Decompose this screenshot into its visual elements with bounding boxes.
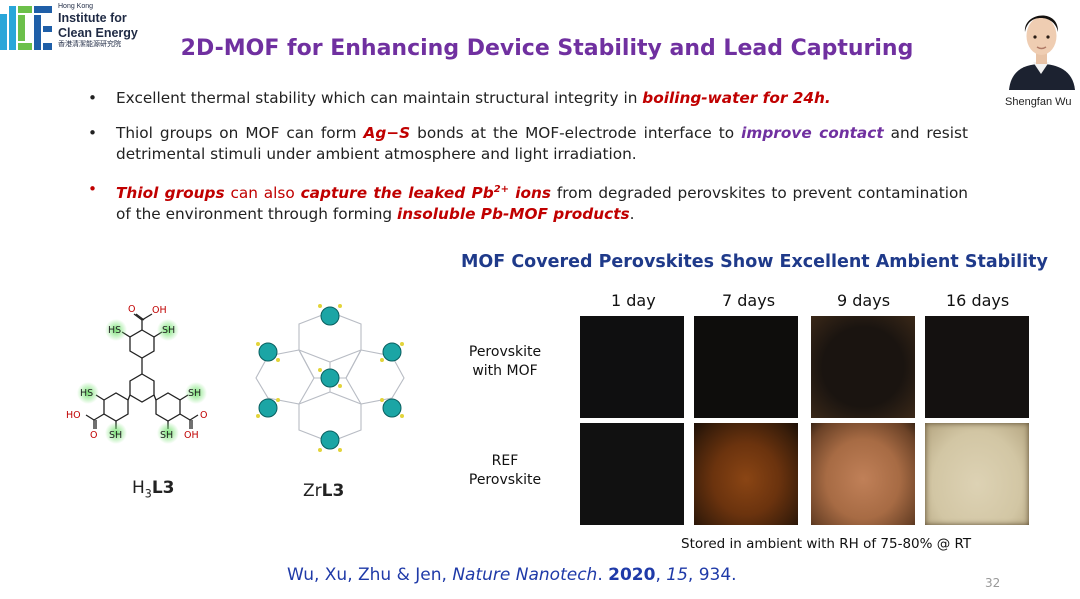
sample-mof-7days — [694, 316, 798, 418]
h3l3-atom-o-left: O — [90, 430, 97, 441]
sample-ref-1day — [580, 423, 684, 525]
row-label-mof-line1: Perovskite — [468, 344, 542, 360]
bullet-dot: • — [88, 89, 98, 107]
citation-pages: , 934. — [687, 565, 737, 585]
bullet-1-highlight: boiling-water for 24h — [642, 89, 825, 107]
row-label-ref-line2: Perovskite — [468, 472, 542, 488]
bullet-3-thiol-groups: Thiol groups — [116, 184, 225, 203]
bullet-3-can-also: can also — [224, 184, 301, 203]
citation-authors: Wu, Xu, Zhu & Jen, — [287, 565, 453, 585]
hkice-logo: Hong Kong Institute for Clean Energy 香港清… — [0, 2, 140, 52]
bullet-1-text: Excellent thermal stability which can ma… — [116, 89, 643, 107]
row-label-mof: Perovskite with MOF — [450, 343, 560, 381]
presenter-portrait — [1003, 0, 1080, 90]
sample-ref-7days — [694, 423, 798, 525]
logo-line-chinese: 香港清潔能源研究院 — [58, 41, 121, 48]
h3l3-atom-oh-right: OH — [184, 430, 199, 441]
citation-year: 2020 — [608, 565, 656, 585]
bullet-2-text-a: Thiol groups on MOF can form — [116, 124, 364, 142]
bullet-dot: • — [88, 180, 98, 198]
slide-title: 2D-MOF for Enhancing Device Stability an… — [0, 36, 1080, 61]
logo-line-clean-energy: Clean Energy — [58, 25, 138, 40]
day-label-7: 7 days — [722, 291, 776, 310]
h3l3-atom-sh-left: SH — [109, 430, 122, 441]
sample-mof-1day — [580, 316, 684, 418]
bullet-3-text: from degraded perovskites to prevent con… — [116, 184, 968, 224]
row-label-mof-line2: with MOF — [472, 363, 538, 379]
bullet-3-period: . — [629, 205, 635, 224]
zrl3-caption: ZrL3 — [303, 481, 344, 501]
zrl3-caption-bold: L3 — [321, 481, 345, 501]
h3l3-caption-bold: L3 — [151, 478, 175, 498]
sample-ref-16days — [925, 423, 1029, 525]
sample-mof-16days — [925, 316, 1029, 418]
storage-condition-note: Stored in ambient with RH of 75-80% @ RT — [681, 536, 972, 552]
bullet-3-ions: ions — [508, 184, 552, 203]
slide-title-text: 2D-MOF for Enhancing Device Stability an… — [180, 36, 914, 61]
bullet-thiol-contact: • Thiol groups on MOF can form Ag−S bond… — [88, 123, 968, 165]
bullet-2-ag-s: Ag−S — [363, 124, 411, 142]
row-label-ref: REF Perovskite — [450, 452, 560, 490]
bullet-3-capture: capture the leaked Pb — [300, 184, 494, 203]
bullet-2-text-c: and resist detrimental stimuli under amb… — [116, 124, 968, 163]
citation-comma: , — [655, 565, 667, 585]
bullet-list: • Excellent thermal stability which can … — [88, 88, 968, 239]
bullet-thermal-stability: • Excellent thermal stability which can … — [88, 88, 968, 109]
sample-ref-9days — [811, 423, 915, 525]
bullet-3-charge: 2+ — [493, 184, 509, 195]
bullet-2-text-b: bonds at the MOF-electrode interface to — [410, 124, 742, 142]
h3l3-caption: H3L3 — [132, 478, 175, 500]
zrl3-caption-zr: Zr — [303, 481, 322, 501]
h3l3-atom-oh-top: OH — [152, 305, 167, 316]
h3l3-atom-sh-right: SH — [188, 388, 201, 399]
h3l3-structure-diagram: OH O HS SH HS SH HO O SH O SH OH — [66, 304, 207, 444]
h3l3-caption-h: H — [132, 478, 145, 498]
citation: Wu, Xu, Zhu & Jen, Nature Nanotech. 2020… — [287, 565, 737, 585]
day-label-16: 16 days — [946, 291, 1010, 310]
citation-journal: Nature Nanotech — [452, 565, 598, 585]
bullet-2-improve-contact: improve contact — [741, 124, 884, 142]
presenter-name: Shengfan Wu — [1005, 96, 1072, 108]
h3l3-atom-o-top: O — [128, 304, 135, 315]
h3l3-atom-hs-left: HS — [80, 388, 93, 399]
page-number: 32 — [985, 576, 1001, 590]
citation-volume: 15 — [666, 565, 688, 585]
hkice-logo-mark-icon — [0, 6, 52, 50]
day-label-9: 9 days — [837, 291, 891, 310]
stability-panel-title: MOF Covered Perovskites Show Excellent A… — [461, 252, 1048, 272]
h3l3-atom-sh-right-low: SH — [160, 430, 173, 441]
citation-dot: . — [597, 565, 609, 585]
h3l3-atom-hs-top: HS — [108, 325, 121, 336]
logo-line-institute: Institute for — [58, 11, 127, 25]
zrl3-framework-diagram — [255, 304, 405, 452]
day-label-1: 1 day — [611, 291, 656, 310]
h3l3-atom-sh-top: SH — [162, 325, 175, 336]
logo-line-hong-kong: Hong Kong — [58, 3, 94, 10]
zr-cluster-nodes — [258, 306, 402, 450]
bullet-lead-capture: • Thiol groups can also capture the leak… — [88, 179, 968, 225]
h3l3-atom-ho-left: HO — [66, 410, 81, 421]
bullet-dot: • — [88, 124, 98, 142]
bullet-3-insoluble: insoluble Pb-MOF products — [397, 205, 630, 224]
bullet-1-period: . — [824, 89, 831, 107]
sample-mof-9days — [811, 316, 915, 418]
h3l3-atom-o-right: O — [200, 410, 207, 421]
row-label-ref-line1: REF — [491, 453, 519, 469]
h3l3-caption-sub: 3 — [144, 487, 152, 501]
